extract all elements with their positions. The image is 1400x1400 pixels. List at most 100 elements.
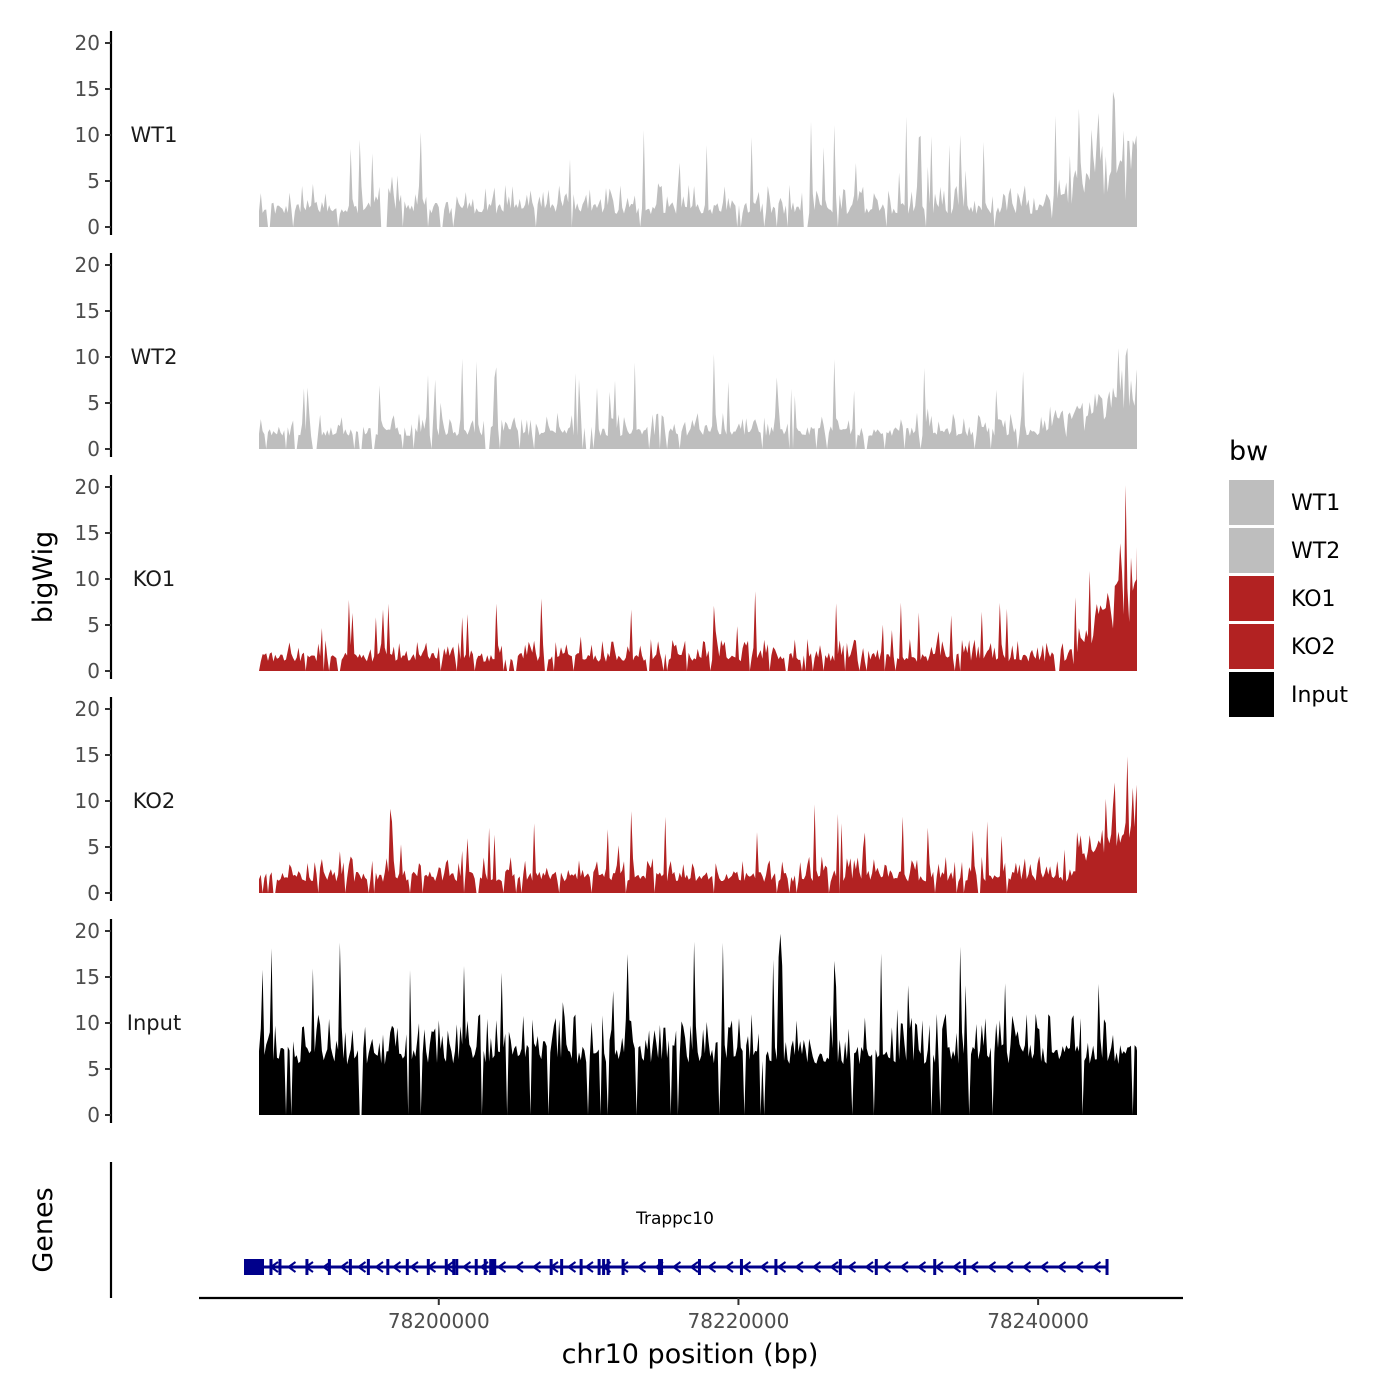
- track-label-ko2: KO2: [133, 789, 176, 813]
- gene-panel-title: Genes: [28, 1187, 59, 1272]
- strand-arrow: [584, 1261, 594, 1273]
- y-tick-label-ko1-5: 5: [87, 613, 100, 637]
- gene-exon: [1105, 1259, 1109, 1275]
- y-tick-label-wt2-20: 20: [75, 253, 100, 277]
- strand-arrow: [566, 1261, 577, 1273]
- y-tick-label-input-20: 20: [75, 919, 100, 943]
- strand-arrow: [899, 1261, 909, 1273]
- strand-arrow: [356, 1261, 367, 1273]
- strand-arrow: [1091, 1261, 1102, 1273]
- gene-exon: [305, 1259, 309, 1275]
- x-tick-label-78240000: 78240000: [987, 1309, 1089, 1333]
- x-tick-label-78220000: 78220000: [688, 1309, 790, 1333]
- gene-exon: [444, 1259, 448, 1275]
- strand-arrow: [1056, 1261, 1067, 1273]
- gene-exon: [269, 1259, 273, 1275]
- gene-exon: [386, 1259, 390, 1275]
- strand-arrow: [881, 1261, 892, 1273]
- y-tick-label-wt2-0: 0: [87, 437, 100, 461]
- strand-arrow: [706, 1261, 717, 1273]
- strand-arrow: [496, 1261, 507, 1273]
- strand-arrow: [951, 1261, 962, 1273]
- gene-exon: [489, 1259, 497, 1275]
- strand-arrow: [741, 1261, 752, 1273]
- signal-area-input: [259, 933, 1137, 1115]
- y-tick-label-ko2-20: 20: [75, 697, 100, 721]
- y-tick-label-wt2-15: 15: [75, 299, 100, 323]
- track-label-ko1: KO1: [133, 567, 176, 591]
- strand-arrow: [391, 1261, 402, 1273]
- y-tick-label-input-10: 10: [75, 1011, 100, 1035]
- legend-label-wt2: WT2: [1291, 539, 1340, 564]
- signal-area-wt1: [259, 91, 1137, 227]
- strand-arrow: [286, 1261, 297, 1273]
- gene-exon: [474, 1259, 478, 1275]
- gene-exon: [739, 1259, 743, 1275]
- strand-arrow: [689, 1261, 699, 1273]
- strand-arrow: [811, 1261, 822, 1273]
- gene-model: [244, 1259, 1109, 1275]
- y-tick-label-ko2-10: 10: [75, 789, 100, 813]
- gene-exon: [455, 1259, 459, 1275]
- gene-exon: [405, 1259, 409, 1275]
- y-tick-label-ko1-0: 0: [87, 659, 100, 683]
- legend-swatch-wt2: [1229, 528, 1274, 573]
- y-tick-label-input-5: 5: [87, 1057, 100, 1081]
- y-tick-label-input-15: 15: [75, 965, 100, 989]
- track-ko2: 0 5 10 15 20 KO2: [75, 697, 1137, 905]
- gene-exon: [483, 1259, 487, 1275]
- y-tick-label-ko2-0: 0: [87, 881, 100, 905]
- y-tick-label-ko1-10: 10: [75, 567, 100, 591]
- track-label-wt2: WT2: [131, 345, 178, 369]
- gene-exon: [606, 1259, 610, 1275]
- track-label-wt1: WT1: [131, 123, 178, 147]
- y-tick-label-wt1-0: 0: [87, 215, 100, 239]
- legend-label-input: Input: [1291, 683, 1348, 708]
- strand-arrow: [1039, 1261, 1049, 1273]
- strand-arrow: [461, 1261, 472, 1273]
- gene-exon: [874, 1259, 878, 1275]
- x-axis-title: chr10 position (bp): [562, 1339, 819, 1370]
- strand-arrow: [619, 1261, 629, 1273]
- gene-exon: [426, 1259, 430, 1275]
- gene-exon: [602, 1259, 606, 1275]
- track-wt1: 0 5 10 15 20 WT1: [75, 31, 1137, 239]
- gene-exon: [597, 1259, 601, 1275]
- strand-arrow: [409, 1261, 419, 1273]
- strand-arrow: [829, 1261, 839, 1273]
- strand-arrow: [636, 1261, 647, 1273]
- gene-exon: [327, 1259, 331, 1275]
- strand-arrow: [846, 1261, 857, 1273]
- strand-arrow: [531, 1261, 542, 1273]
- bigwig-tracks: 0 5 10 15 20 WT1 0 5 10 15 20 WT2 0 5 10 15 20 KO1 0 5 10 15 2…: [75, 31, 1137, 1127]
- strand-arrow: [986, 1261, 997, 1273]
- gene-exon: [774, 1259, 778, 1275]
- y-tick-label-wt1-10: 10: [75, 123, 100, 147]
- legend-title: bw: [1229, 436, 1268, 467]
- gene-exon: [579, 1259, 583, 1275]
- y-tick-label-ko2-15: 15: [75, 743, 100, 767]
- y-tick-label-wt1-20: 20: [75, 31, 100, 55]
- gene-exon: [560, 1259, 564, 1275]
- y-tick-label-ko1-20: 20: [75, 475, 100, 499]
- gene-label: Trappc10: [635, 1209, 714, 1229]
- gene-exon: [452, 1259, 456, 1275]
- gene-exon: [963, 1259, 967, 1275]
- gene-exon: [838, 1259, 842, 1275]
- strand-arrow: [514, 1261, 524, 1273]
- legend-label-ko1: KO1: [1291, 587, 1336, 612]
- legend-label-ko2: KO2: [1291, 635, 1336, 660]
- legend-swatch-ko2: [1229, 624, 1274, 669]
- gene-exon: [933, 1259, 937, 1275]
- signal-area-ko1: [259, 485, 1137, 671]
- strand-arrow: [794, 1261, 804, 1273]
- y-tick-label-input-0: 0: [87, 1103, 100, 1127]
- track-wt2: 0 5 10 15 20 WT2: [75, 253, 1137, 461]
- signal-area-ko2: [259, 732, 1137, 893]
- legend-swatch-ko1: [1229, 576, 1274, 621]
- track-ko1: 0 5 10 15 20 KO1: [75, 475, 1137, 683]
- track-input: 0 5 10 15 20 Input: [75, 919, 1137, 1127]
- strand-arrow: [864, 1261, 874, 1273]
- signal-area-wt2: [259, 347, 1137, 449]
